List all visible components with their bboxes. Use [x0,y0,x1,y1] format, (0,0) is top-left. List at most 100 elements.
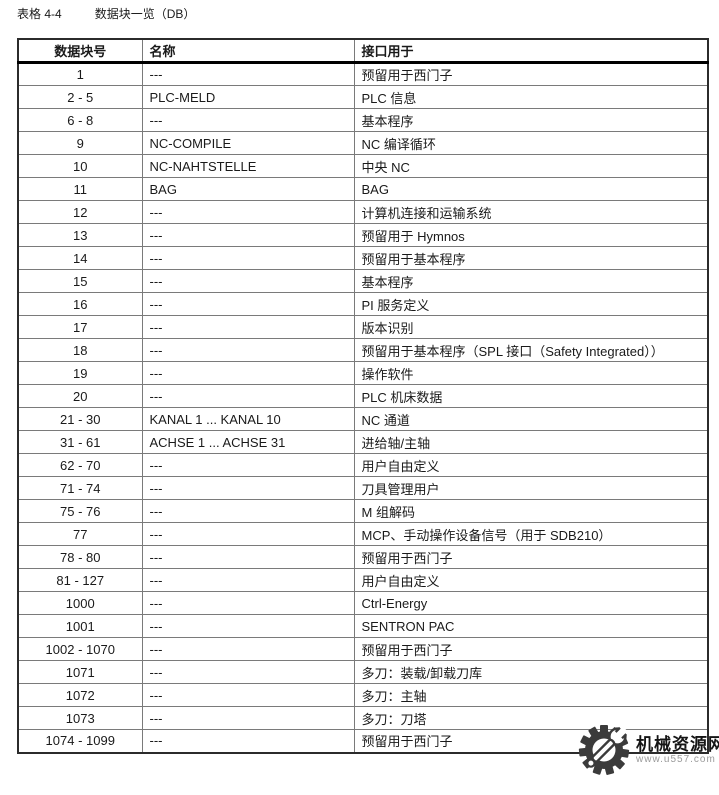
cell-name: --- [141,453,355,477]
table-row: 20 --- PLC 机床数据 [17,384,709,408]
cell-name: --- [141,591,355,615]
cell-block-number: 9 [17,131,143,155]
cell-block-number: 77 [17,522,143,546]
cell-name: --- [141,62,355,86]
cell-interface-usage: 预留用于西门子 [353,729,709,753]
cell-block-number: 21 - 30 [17,407,143,431]
table-row: 10 NC-NAHTSTELLE 中央 NC [17,154,709,178]
cell-interface-usage: 基本程序 [353,269,709,293]
cell-block-number: 81 - 127 [17,568,143,592]
cell-interface-usage: 预留用于西门子 [353,545,709,569]
cell-interface-usage: 多刀：刀塔 [353,706,709,730]
table-row: 1000 --- Ctrl-Energy [17,591,709,615]
table-row: 21 - 30 KANAL 1 ... KANAL 10 NC 通道 [17,407,709,431]
cell-interface-usage: Ctrl-Energy [353,591,709,615]
table-row: 62 - 70 --- 用户自由定义 [17,453,709,477]
table-header: 数据块号 名称 接口用于 [17,38,709,64]
cell-name: --- [141,706,355,730]
cell-block-number: 11 [17,177,143,201]
cell-block-number: 1 [17,62,143,86]
cell-name: --- [141,246,355,270]
cell-interface-usage: PI 服务定义 [353,292,709,316]
cell-name: --- [141,200,355,224]
table-row: 1072 --- 多刀：主轴 [17,683,709,707]
table-row: 1002 - 1070 --- 预留用于西门子 [17,637,709,661]
cell-interface-usage: 操作软件 [353,361,709,385]
cell-block-number: 20 [17,384,143,408]
cell-name: --- [141,499,355,523]
cell-name: ACHSE 1 ... ACHSE 31 [141,430,355,454]
cell-block-number: 1072 [17,683,143,707]
data-block-table: 数据块号 名称 接口用于 1 --- 预留用于西门子 2 - 5 PLC-MELD PLC… [17,38,709,754]
cell-block-number: 17 [17,315,143,339]
cell-block-number: 31 - 61 [17,430,143,454]
cell-interface-usage: BAG [353,177,709,201]
cell-name: BAG [141,177,355,201]
cell-name: --- [141,614,355,638]
cell-block-number: 1074 - 1099 [17,729,143,753]
cell-block-number: 71 - 74 [17,476,143,500]
cell-name: --- [141,292,355,316]
table-row: 14 --- 预留用于基本程序 [17,246,709,270]
watermark-site-url: www.u557.com [636,753,716,765]
table-row: 9 NC-COMPILE NC 编译循环 [17,131,709,155]
cell-block-number: 15 [17,269,143,293]
cell-interface-usage: 预留用于基本程序（SPL 接口（Safety Integrated）） [353,338,709,362]
cell-name: --- [141,568,355,592]
cell-interface-usage: 多刀：主轴 [353,683,709,707]
cell-name: NC-COMPILE [141,131,355,155]
cell-interface-usage: 进给轴/主轴 [353,430,709,454]
cell-name: --- [141,637,355,661]
table-row: 1071 --- 多刀：装载/卸载刀库 [17,660,709,684]
cell-interface-usage: 用户自由定义 [353,568,709,592]
cell-block-number: 13 [17,223,143,247]
cell-block-number: 14 [17,246,143,270]
cell-name: --- [141,522,355,546]
cell-name: --- [141,545,355,569]
header-name: 名称 [141,38,355,64]
cell-interface-usage: SENTRON PAC [353,614,709,638]
table-row: 13 --- 预留用于 Hymnos [17,223,709,247]
cell-block-number: 1071 [17,660,143,684]
table-row: 19 --- 操作软件 [17,361,709,385]
cell-name: --- [141,108,355,132]
cell-block-number: 1073 [17,706,143,730]
table-row: 1073 --- 多刀：刀塔 [17,706,709,730]
cell-block-number: 75 - 76 [17,499,143,523]
cell-block-number: 1000 [17,591,143,615]
table-caption: 表格 4-4 数据块一览（DB） [17,7,195,22]
table-row: 16 --- PI 服务定义 [17,292,709,316]
cell-block-number: 78 - 80 [17,545,143,569]
header-block-number: 数据块号 [17,38,143,64]
cell-interface-usage: 多刀：装载/卸载刀库 [353,660,709,684]
cell-interface-usage: 基本程序 [353,108,709,132]
cell-interface-usage: PLC 信息 [353,85,709,109]
cell-block-number: 62 - 70 [17,453,143,477]
table-row: 81 - 127 --- 用户自由定义 [17,568,709,592]
table-row: 77 --- MCP、手动操作设备信号（用于 SDB210） [17,522,709,546]
table-header-row: 数据块号 名称 接口用于 [17,38,709,64]
cell-interface-usage: 预留用于 Hymnos [353,223,709,247]
cell-name: --- [141,315,355,339]
cell-name: --- [141,683,355,707]
cell-name: --- [141,384,355,408]
table-row: 2 - 5 PLC-MELD PLC 信息 [17,85,709,109]
table-row: 17 --- 版本识别 [17,315,709,339]
header-interface-usage: 接口用于 [353,38,709,64]
cell-block-number: 1002 - 1070 [17,637,143,661]
cell-name: --- [141,338,355,362]
cell-interface-usage: MCP、手动操作设备信号（用于 SDB210） [353,522,709,546]
cell-name: --- [141,729,355,753]
cell-interface-usage: 刀具管理用户 [353,476,709,500]
cell-name: PLC-MELD [141,85,355,109]
cell-interface-usage: M 组解码 [353,499,709,523]
table-row: 1001 --- SENTRON PAC [17,614,709,638]
table-row: 1074 - 1099 --- 预留用于西门子 [17,729,709,753]
cell-block-number: 2 - 5 [17,85,143,109]
cell-block-number: 18 [17,338,143,362]
table-row: 78 - 80 --- 预留用于西门子 [17,545,709,569]
table-row: 18 --- 预留用于基本程序（SPL 接口（Safety Integrated）） [17,338,709,362]
table-row: 71 - 74 --- 刀具管理用户 [17,476,709,500]
table-body: 1 --- 预留用于西门子 2 - 5 PLC-MELD PLC 信息 6 - 8 --- 基本… [17,62,709,753]
